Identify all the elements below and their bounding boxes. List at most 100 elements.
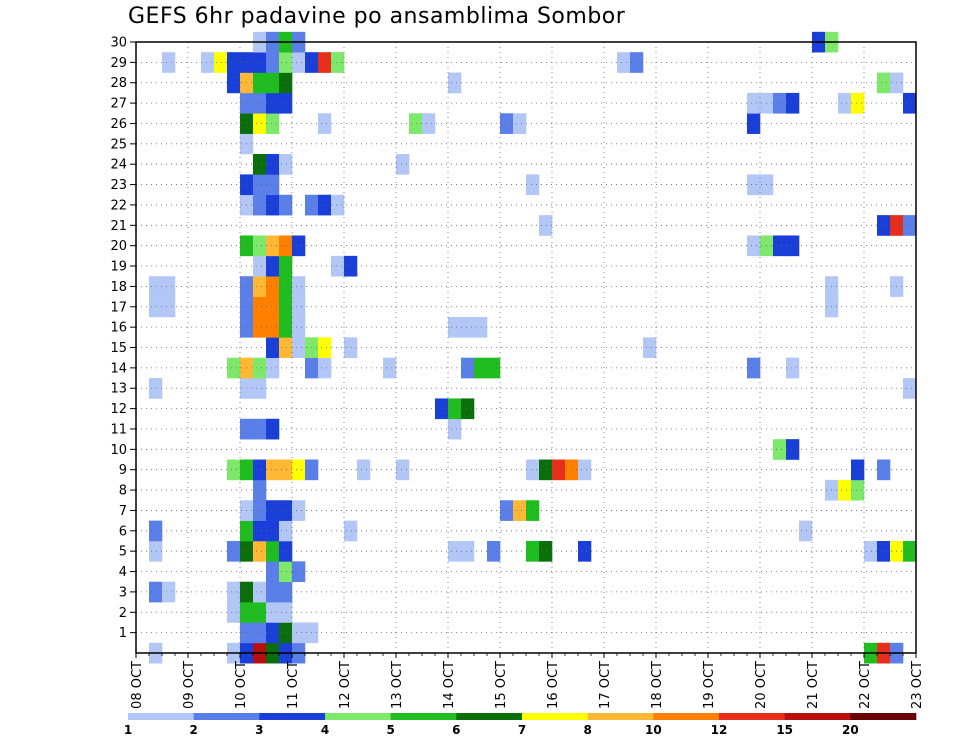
heatmap-cell xyxy=(266,602,280,623)
heatmap-cell xyxy=(851,459,865,481)
x-axis: 08 OCT 09 OCT 10 OCT 11 OCT 12 OCT 13 OCT 14 O… xyxy=(130,653,925,709)
heatmap-cell xyxy=(318,52,332,73)
colorbar-label: 1 xyxy=(124,723,132,737)
heatmap-cell xyxy=(461,398,475,420)
y-tick-label: 5 xyxy=(119,545,127,560)
heatmap-cell xyxy=(526,540,540,562)
heatmap-cell xyxy=(344,520,358,542)
heatmap-cell xyxy=(266,92,280,114)
heatmap-cell xyxy=(877,459,891,481)
y-tick-label: 10 xyxy=(110,443,127,458)
colorbar-swatch xyxy=(390,713,457,720)
heatmap-cell xyxy=(799,520,813,542)
heatmap-cell xyxy=(253,581,267,603)
colorbar-label: 20 xyxy=(842,723,859,737)
y-tick-label: 19 xyxy=(110,260,127,275)
heatmap-cell xyxy=(461,540,475,562)
colorbar-label: 5 xyxy=(386,723,394,737)
heatmap-cell xyxy=(747,92,761,114)
heatmap-cell xyxy=(253,378,267,399)
heatmap-cell xyxy=(227,581,241,603)
heatmap-cell xyxy=(253,500,267,521)
x-tick-label: 15 OCT xyxy=(494,661,509,709)
heatmap-cell xyxy=(292,500,306,521)
heatmap-cell xyxy=(617,52,631,73)
heatmap-cell xyxy=(253,357,267,379)
heatmap-cell xyxy=(253,72,267,94)
heatmap-cell xyxy=(877,540,891,562)
heatmap-cell xyxy=(149,378,163,399)
heatmap-cell xyxy=(279,520,293,542)
heatmap-cell xyxy=(786,235,800,257)
x-tick-label: 14 OCT xyxy=(442,661,457,709)
heatmap-cell xyxy=(474,316,488,338)
heatmap-cell xyxy=(266,52,280,73)
heatmap-cell xyxy=(903,378,917,399)
y-tick-label: 13 xyxy=(110,382,127,397)
x-tick-label: 12 OCT xyxy=(338,661,353,709)
heatmap-cell xyxy=(318,113,332,134)
heatmap-cell xyxy=(266,561,280,583)
heatmap-cell xyxy=(227,72,241,94)
colorbar-label: 10 xyxy=(645,723,662,737)
x-tick-label: 17 OCT xyxy=(598,661,613,709)
y-tick-label: 16 xyxy=(110,321,127,336)
heatmap-cell xyxy=(383,357,397,379)
heatmap-cell xyxy=(149,520,163,542)
heatmap-cell xyxy=(318,337,332,358)
y-tick-label: 29 xyxy=(110,56,127,71)
heatmap-cell xyxy=(292,561,306,583)
heatmap-cell xyxy=(266,194,280,216)
colorbar-label: 4 xyxy=(321,723,329,737)
heatmap-cell xyxy=(786,92,800,114)
heatmap-cell xyxy=(266,520,280,542)
x-tick-label: 23 OCT xyxy=(910,661,925,709)
y-tick-label: 1 xyxy=(119,626,127,641)
y-tick-label: 27 xyxy=(110,97,127,112)
colorbar-label: 8 xyxy=(583,723,591,737)
heatmap-cell xyxy=(162,276,176,297)
heatmap-cell xyxy=(539,215,553,236)
y-tick-label: 22 xyxy=(110,198,127,213)
heatmap-cell xyxy=(851,479,865,501)
heatmap-cell xyxy=(292,235,306,257)
heatmap-cell xyxy=(279,154,293,175)
heatmap-cell xyxy=(279,276,293,297)
heatmap-cell xyxy=(747,235,761,257)
heatmap-cell xyxy=(539,459,553,481)
heatmap-cell xyxy=(266,296,280,318)
heatmap-cell xyxy=(266,72,280,94)
grid-lines xyxy=(136,41,916,653)
colorbar: 1 2 3 4 5 6 7 8 10 12 15 20 xyxy=(124,713,917,737)
heatmap-cell xyxy=(253,194,267,216)
heatmap-cell xyxy=(448,540,462,562)
heatmap-cell xyxy=(331,194,345,216)
heatmap-cell xyxy=(851,92,865,114)
heatmap-cell xyxy=(864,540,878,562)
heatmap-cell xyxy=(461,316,475,338)
heatmap-cell xyxy=(266,337,280,358)
heatmap-cell xyxy=(747,174,761,196)
heatmap-cell xyxy=(279,92,293,114)
heatmap-cell xyxy=(318,194,332,216)
heatmap-cell xyxy=(487,540,501,562)
heatmap-cell xyxy=(227,357,241,379)
heatmap-cell xyxy=(266,540,280,562)
heatmap-cell xyxy=(253,316,267,338)
y-tick-label: 15 xyxy=(110,341,127,356)
colorbar-label: 3 xyxy=(255,723,263,737)
heatmap-cell xyxy=(279,500,293,521)
heatmap-cell xyxy=(149,581,163,603)
colorbar-label: 2 xyxy=(189,723,197,737)
heatmap-cell xyxy=(253,235,267,257)
heatmap-cell xyxy=(279,540,293,562)
heatmap-cell xyxy=(448,398,462,420)
colorbar-swatch xyxy=(193,713,260,720)
heatmap-cell xyxy=(253,255,267,277)
heatmap-cell xyxy=(266,174,280,196)
colorbar-swatch xyxy=(784,713,851,720)
heatmap-cell xyxy=(292,459,306,481)
colorbar-swatch xyxy=(522,713,588,720)
heatmap-cell xyxy=(318,357,332,379)
heatmap-cell xyxy=(279,296,293,318)
